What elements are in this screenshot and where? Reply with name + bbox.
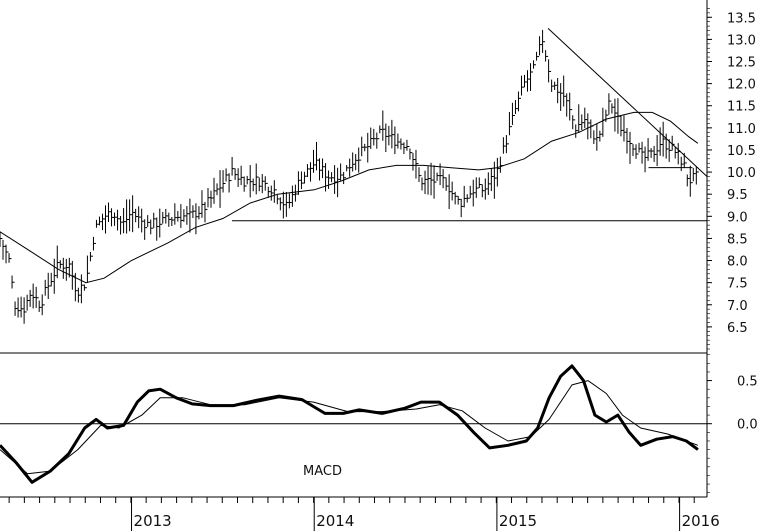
price-y-tick-label: 12.5	[727, 56, 756, 71]
x-year-label: 2015	[499, 512, 537, 530]
price-y-tick-label: 13.5	[727, 11, 756, 26]
price-y-tick-label: 11.0	[727, 122, 756, 137]
price-y-tick-label: 6.5	[727, 321, 748, 336]
x-year-label: 2013	[134, 512, 172, 530]
macd-label: MACD	[303, 464, 342, 479]
x-year-label: 2016	[682, 512, 720, 530]
trendline	[547, 27, 708, 177]
price-y-tick-label: 8.5	[727, 232, 748, 247]
price-y-tick-label: 8.0	[727, 255, 748, 270]
price-y-tick-label: 7.5	[727, 277, 748, 292]
x-year-label: 2014	[316, 512, 354, 530]
price-y-tick-label: 9.5	[727, 188, 748, 203]
moving-average-line	[0, 111, 699, 284]
price-y-tick-label: 10.5	[727, 144, 756, 159]
price-y-tick-label: 11.5	[727, 100, 756, 115]
price-panel	[0, 27, 708, 324]
price-y-tick-label: 13.0	[727, 33, 756, 48]
macd-panel	[0, 364, 707, 484]
price-y-tick-label: 9.0	[727, 210, 748, 225]
macd-y-tick-label: 0.0	[737, 418, 758, 433]
macd-y-tick-label: 0.5	[737, 375, 758, 390]
price-y-tick-label: 10.0	[727, 166, 756, 181]
macd-signal-line	[0, 380, 699, 475]
price-y-tick-label: 7.0	[727, 299, 748, 314]
price-y-tick-label: 12.0	[727, 78, 756, 93]
